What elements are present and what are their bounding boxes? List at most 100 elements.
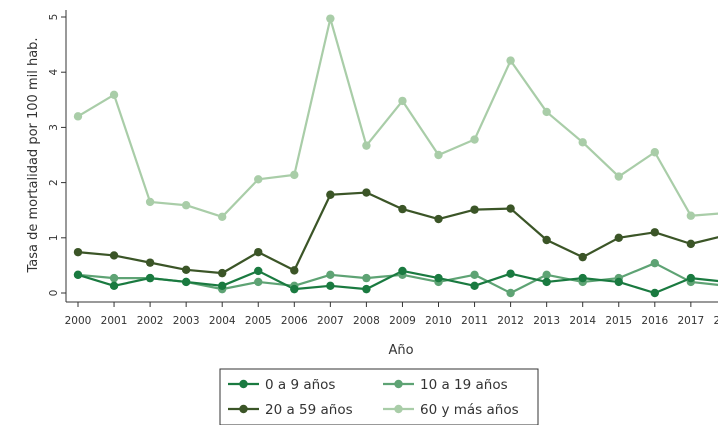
x-tick-label: 2010 — [425, 315, 452, 327]
y-tick-label: 5 — [48, 14, 60, 21]
x-axis-label: Año — [388, 343, 413, 358]
x-tick-label: 2004 — [209, 315, 236, 327]
legend-swatch-marker — [239, 404, 248, 414]
data-point — [109, 251, 119, 260]
x-tick-label: 2005 — [245, 315, 272, 327]
y-axis-label: Tasa de mortalidad por 100 mil hab. — [26, 37, 41, 273]
data-point — [434, 214, 443, 224]
data-point — [506, 269, 515, 278]
x-tick-label: 2012 — [497, 315, 524, 327]
plot-lines — [77, 17, 718, 295]
data-point — [326, 190, 335, 199]
data-point — [145, 197, 155, 207]
data-point — [218, 268, 227, 278]
data-point — [290, 266, 299, 275]
data-point — [73, 270, 83, 279]
legend-box — [219, 368, 539, 425]
data-point — [145, 258, 155, 267]
data-point — [181, 201, 191, 210]
data-point — [362, 188, 371, 197]
x-tick-label: 2011 — [461, 315, 488, 327]
y-axis: 0 1 2 3 4 5 — [48, 10, 67, 302]
data-point — [470, 205, 479, 214]
x-tick-label: 2015 — [605, 315, 632, 327]
legend: 0 a 9 años 10 a 19 años 20 a 59 años 60 y m… — [219, 368, 539, 425]
x-tick-label: 2014 — [569, 315, 596, 327]
legend-label: 10 a 19 años — [420, 377, 508, 393]
data-point — [578, 273, 587, 283]
x-tick-label: 2018 — [714, 315, 718, 327]
data-point — [614, 233, 623, 242]
data-point — [434, 150, 443, 160]
data-point — [470, 270, 479, 279]
data-point — [290, 284, 299, 294]
y-tick-label: 2 — [48, 179, 60, 186]
data-point — [362, 273, 371, 283]
data-point — [145, 273, 155, 283]
y-tick-label: 4 — [48, 69, 60, 76]
x-tick-label: 2008 — [353, 315, 380, 327]
plot-points — [73, 14, 696, 298]
data-point — [109, 90, 119, 100]
data-point — [326, 270, 335, 279]
data-point — [614, 172, 623, 181]
data-point — [73, 112, 83, 121]
x-tick-label: 2003 — [173, 315, 200, 327]
data-point — [650, 288, 659, 298]
data-point — [614, 277, 623, 287]
data-point — [181, 265, 191, 275]
legend-label: 60 y más años — [420, 402, 519, 418]
data-point — [181, 277, 191, 287]
x-tick-label: 2001 — [101, 315, 128, 327]
data-point — [398, 96, 407, 106]
y-tick-label: 0 — [48, 290, 60, 297]
data-point — [254, 266, 263, 276]
data-point — [470, 281, 479, 291]
data-point — [542, 270, 551, 279]
data-point — [398, 204, 407, 214]
x-tick-label: 2013 — [533, 315, 560, 327]
data-point — [686, 211, 696, 220]
data-point — [109, 273, 119, 283]
data-point — [254, 247, 263, 257]
data-point — [326, 281, 335, 291]
y-tick-label: 1 — [48, 234, 60, 241]
data-point — [542, 107, 551, 117]
data-point — [109, 281, 119, 291]
data-point — [470, 135, 479, 144]
data-point — [398, 266, 407, 276]
data-point — [506, 204, 515, 213]
data-point — [218, 281, 227, 291]
legend-label: 20 a 59 años — [265, 402, 353, 418]
data-point — [290, 170, 299, 180]
data-point — [578, 252, 587, 262]
x-tick-label: 2009 — [389, 315, 416, 327]
data-point — [578, 138, 587, 147]
x-tick-label: 2007 — [317, 315, 344, 327]
data-point — [542, 235, 551, 245]
x-tick-label: 2000 — [65, 315, 92, 327]
data-point — [650, 228, 659, 237]
data-point — [434, 273, 443, 283]
data-point — [542, 277, 551, 287]
x-tick-label: 2016 — [641, 315, 668, 327]
legend-label: 0 a 9 años — [265, 377, 335, 393]
data-point — [650, 258, 659, 268]
x-tick-label: 2002 — [137, 315, 164, 327]
data-point — [254, 175, 263, 184]
data-point — [254, 277, 263, 287]
data-point — [73, 247, 83, 257]
data-point — [686, 239, 696, 249]
data-point — [362, 141, 371, 150]
data-point — [506, 56, 515, 65]
x-tick-label: 2017 — [677, 315, 704, 327]
legend-swatch-marker — [394, 404, 403, 414]
x-tick-label: 2006 — [281, 315, 308, 327]
data-point — [362, 284, 371, 294]
legend-swatch-marker — [394, 379, 403, 389]
x-axis: 2000 2001 2002 2003 2004 2005 2006 2007 2008 2009… — [65, 301, 718, 327]
data-point — [326, 14, 335, 23]
data-point — [686, 273, 696, 283]
data-point — [650, 148, 659, 157]
